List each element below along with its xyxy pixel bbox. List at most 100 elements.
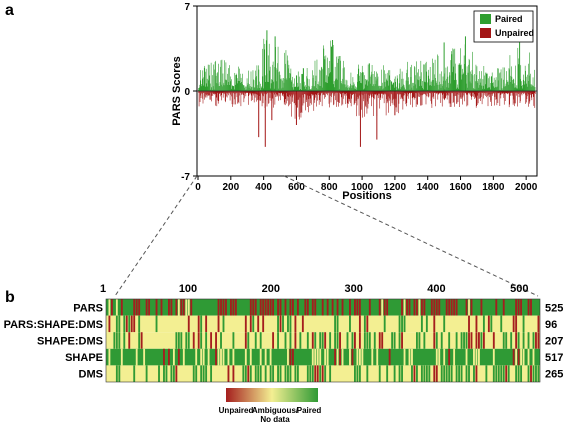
zoom-connector-right <box>283 175 539 297</box>
x-tick-label: 1400 <box>417 182 440 193</box>
heatmap-cell <box>480 299 483 316</box>
heatmap-cell <box>430 299 433 316</box>
heatmap-cell <box>115 365 118 382</box>
heatmap-cell <box>314 299 317 316</box>
heatmap-row-counts: 525 96 207 517 265 <box>545 302 563 380</box>
heatmap-cell <box>339 332 341 349</box>
x-tick-label: 200 <box>222 182 239 193</box>
heatmap-cell <box>445 365 448 382</box>
heatmap-cell <box>294 332 297 349</box>
heatmap-cell <box>334 348 337 366</box>
heatmap-cell <box>537 315 540 333</box>
heatmap-cell <box>294 315 297 333</box>
heatmap-cell <box>113 332 116 349</box>
heatmap-cell <box>502 332 505 349</box>
heatmap-cell <box>252 315 255 333</box>
heatmap-cell <box>289 315 292 333</box>
heatmap-cell <box>277 299 279 316</box>
heatmap-cell <box>200 365 203 382</box>
heatmap-cell <box>145 365 148 382</box>
heatmap-cell <box>284 299 287 316</box>
heatmap-cell <box>406 299 408 316</box>
heatmap-cell <box>180 332 183 349</box>
heatmap-cell <box>527 332 530 349</box>
heatmap-cell <box>468 315 470 333</box>
heatmap-cell <box>294 365 297 382</box>
heatmap-cell <box>358 348 361 366</box>
heatmap-row-count: 265 <box>545 369 563 381</box>
heatmap-cell <box>371 348 374 366</box>
heatmap-cell <box>453 299 456 316</box>
heatmap-cell <box>527 365 530 382</box>
heatmap-cell <box>420 299 423 316</box>
heatmap-cell <box>435 348 438 366</box>
heatmap-cell <box>495 299 498 316</box>
heatmap-cell <box>287 315 289 333</box>
heatmap-cell <box>321 332 324 349</box>
heatmap-cell <box>168 299 170 316</box>
legend-label-paired: Paired <box>495 14 523 24</box>
heatmap-cell <box>215 332 217 349</box>
heatmap-cell <box>512 348 515 366</box>
heatmap-cell <box>244 315 247 333</box>
heatmap-row-label: SHAPE:DMS <box>37 336 103 348</box>
heatmap-cell <box>259 299 262 316</box>
heatmap-cell <box>202 348 205 366</box>
heatmap-cell <box>155 299 158 316</box>
heatmap-cell <box>490 315 493 333</box>
heatmap-cell <box>195 365 198 382</box>
heatmap-cell <box>329 332 332 349</box>
heatmap-cell <box>311 365 314 382</box>
heatmap-cell <box>292 348 294 366</box>
heatmap-cell <box>391 332 394 349</box>
heatmap-cell <box>329 365 332 382</box>
heatmap-cell <box>520 348 523 366</box>
heatmap-cell <box>438 348 441 366</box>
heatmap-cell <box>190 299 193 316</box>
heatmap-cell <box>358 365 361 382</box>
heatmap-cell <box>485 365 488 382</box>
heatmap-cell <box>401 365 403 382</box>
heatmap-cell <box>425 315 428 333</box>
heatmap-cell <box>254 299 257 316</box>
structure-heatmap: 1 100 200 300 400 500 PARS PARS:SHAPE:DMS SHAPE… <box>4 283 563 383</box>
heatmap-cell <box>306 332 309 349</box>
heatmap-cell <box>443 348 446 366</box>
heatmap-cell <box>448 299 451 316</box>
heatmap-cell <box>423 365 426 382</box>
heatmap-cell <box>455 365 458 382</box>
heatmap-x-tick: 400 <box>427 283 445 295</box>
heatmap-cell <box>470 332 473 349</box>
heatmap-cell <box>416 365 418 382</box>
heatmap-cell <box>282 299 284 316</box>
heatmap-cell <box>468 299 470 316</box>
heatmap-cell <box>319 365 322 382</box>
heatmap-cell <box>398 365 401 382</box>
heatmap-cell <box>440 299 443 316</box>
heatmap-cell <box>123 315 126 333</box>
heatmap-cell <box>177 299 180 316</box>
heatmap-cell <box>296 365 299 382</box>
heatmap-row-count: 517 <box>545 352 563 364</box>
heatmap-cell <box>279 299 282 316</box>
heatmap-cell <box>358 299 361 316</box>
heatmap-x-tick: 500 <box>510 283 528 295</box>
heatmap-cell <box>284 365 287 382</box>
heatmap-cell <box>232 348 235 366</box>
heatmap-cell <box>334 315 337 333</box>
colorbar-label-low: Unpaired <box>219 406 254 415</box>
heatmap-cell <box>450 299 453 316</box>
heatmap-cell <box>468 332 470 349</box>
heatmap-cell <box>259 332 262 349</box>
heatmap-cell <box>361 348 364 366</box>
x-tick-label: 1000 <box>351 182 374 193</box>
heatmap-cell <box>366 332 369 349</box>
heatmap-cell <box>455 332 458 349</box>
heatmap-cell <box>277 315 279 333</box>
heatmap-cell <box>418 299 421 316</box>
heatmap-cell <box>232 332 235 349</box>
heatmap-cell <box>311 348 314 366</box>
heatmap-cell <box>234 299 237 316</box>
panel-a-letter: a <box>5 2 14 19</box>
heatmap-cell <box>130 315 133 333</box>
